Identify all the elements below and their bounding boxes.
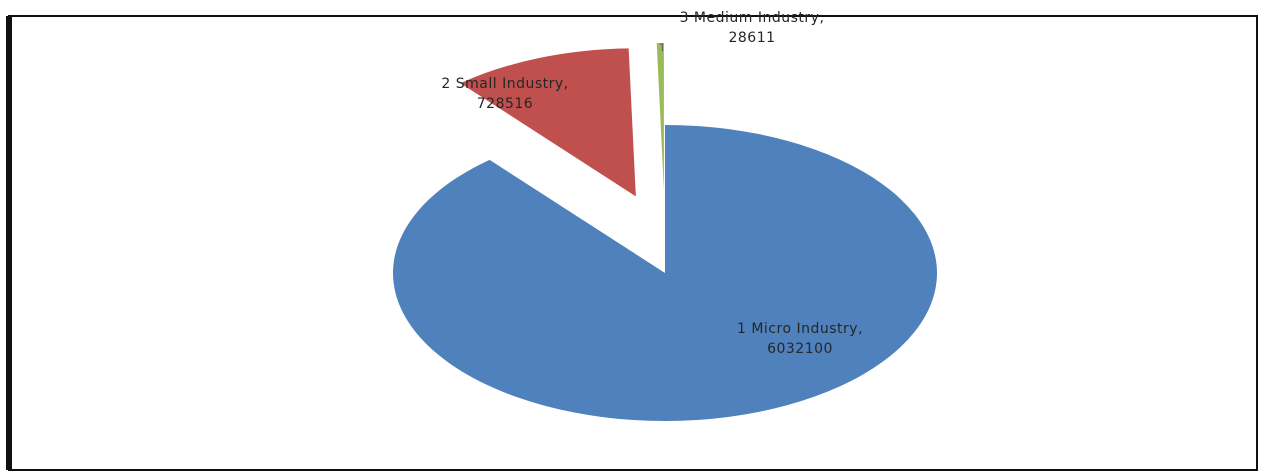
label-value: 6032100 [767,341,833,357]
data-label: 2 Small Industry, 728516 [441,76,568,112]
leader-line [660,43,663,52]
label-value: 728516 [477,96,533,112]
label-category: 1 Micro Industry [737,321,858,337]
pie-slice [460,48,636,197]
pie-slice [392,125,937,421]
label-category: 3 Medium Industry [680,10,820,26]
data-label: 1 Micro Industry, 6032100 [737,321,863,357]
label-value: 28611 [728,30,775,46]
pie-slice [656,43,664,192]
label-separator: , [819,10,824,26]
label-separator: , [564,76,569,92]
label-separator: , [858,321,863,337]
label-category: 2 Small Industry [441,76,563,92]
data-label: 3 Medium Industry, 28611 [680,10,825,46]
